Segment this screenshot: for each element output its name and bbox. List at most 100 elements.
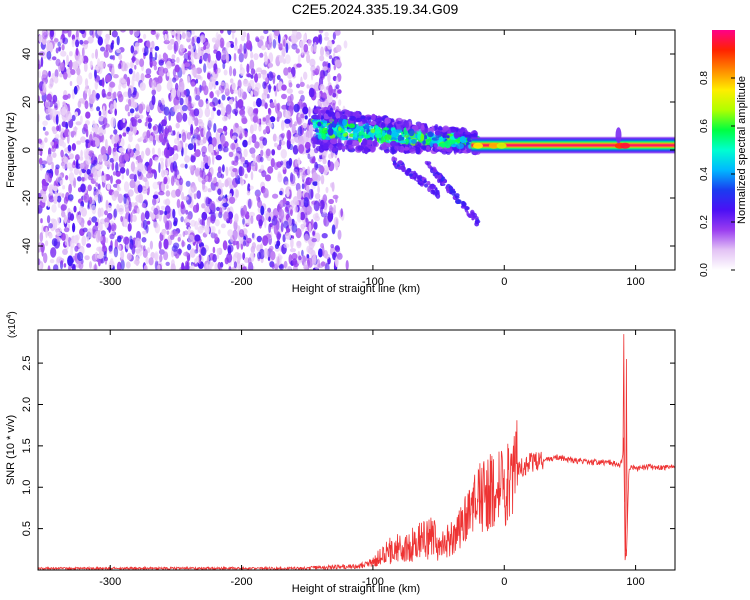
spectrogram-cell [132,209,137,214]
spectrogram-cell [112,151,119,162]
spectrogram-cell [164,210,168,216]
spectrogram-cell [127,189,134,197]
spectrogram-cell [372,140,378,147]
spectrogram-cell [152,197,157,206]
spectrogram-cell [165,148,170,159]
spectrogram-cell [216,253,220,260]
spectrogram-cell [277,256,280,267]
spectrogram-cell [298,144,305,154]
spectrogram-cell [187,143,194,151]
spectrogram-cell [123,181,130,193]
spectrogram-cell [200,247,207,256]
spectrogram-cell [247,183,251,194]
spectrogram-cell [80,149,83,159]
spectrogram-cell [399,145,405,153]
spectrogram-cell [283,38,286,47]
spectrogram-cell [191,58,195,65]
spectrogram-cell [281,47,286,58]
spectrogram-cell [409,149,417,154]
spectrogram-cell [220,134,226,145]
spectrogram-cell [76,67,81,76]
spectrogram-cell [168,111,171,121]
spectrogram-cell [205,175,209,182]
spectrogram-cell [317,121,322,127]
spectrogram-cell [306,53,311,64]
steady-tone-layer [471,144,675,147]
snr-y-tick-label: 1.5 [21,438,33,453]
spectrogram-burst [496,142,507,149]
spectrogram-cell [62,37,69,45]
spectrogram-cell [235,146,242,155]
spectrogram-cell [276,74,281,80]
spectrogram-cell [185,143,188,147]
spectrogram-cell [310,136,317,145]
spectrogram-cell [227,229,234,237]
spectrogram-cell [222,164,225,173]
spectrogram-cell [264,51,267,58]
spectrogram-cell [195,78,199,84]
spectrogram-cell [123,236,130,245]
spectrogram-cell [140,212,145,223]
spectrogram-cell [222,240,228,251]
spectrogram-cell [381,122,386,129]
spectrogram-cell [131,244,136,255]
spectrogram-cell [92,159,98,166]
spectrogram-cell [41,160,48,165]
spectrogram-cell [46,215,51,224]
spectrogram-cell [97,229,101,241]
spectrogram-cell [136,207,140,214]
spectrogram-cell [181,262,185,270]
spectrogram-cell [181,62,185,72]
spectrogram-cell [314,127,319,133]
spectrogram-cell [303,197,309,208]
spectrogram-cell [217,188,222,195]
spectrogram-cell [126,126,130,132]
spectrogram-cell [53,264,59,270]
snr-x-tick-label: -100 [362,576,384,588]
spectrogram-cell [152,181,159,190]
spectrogram-cell [306,84,310,89]
spectrogram-cell [298,255,302,261]
spectrogram-cell [55,164,60,170]
spectrogram-cell [157,123,162,134]
spectrogram-cell [341,146,347,150]
spectrogram-cell [331,224,336,235]
snr-y-tick-label: 2.0 [21,397,33,412]
spectrogram-cell [137,162,144,172]
spectrogram-cell [85,155,92,166]
snr-y-axis-label: SNR (10 * v/v) [5,415,17,485]
spectrogram-cell [239,63,243,71]
spectrogram-cell [230,143,236,150]
spectrogram-cell [307,166,311,176]
spectrogram-cell [451,144,457,148]
spectrogram-cell [176,112,183,123]
spectrogram-cell [89,107,94,112]
spectrogram-cell [251,133,257,144]
spectrogram-cell [83,123,88,132]
spectrogram-cell [79,169,82,176]
spectrogram-cell [211,76,217,82]
spectrogram-y-tick-label: -20 [21,190,33,206]
spectrogram-cell [190,154,194,163]
spectrogram-cell [133,50,138,55]
spectrogram-cell [52,152,57,158]
spectrogram-cell [157,147,161,158]
spectrogram-cell [67,144,72,152]
spectrogram-cell [265,40,268,48]
spectrogram-cell [50,141,55,146]
spectrogram-cell [38,157,43,165]
spectrogram-cell [470,134,475,138]
spectrogram-cell [268,223,271,233]
spectrogram-cell [255,36,260,42]
spectrogram-cell [300,113,305,119]
spectrogram-cell [328,161,335,172]
spectrogram-cell [161,150,165,156]
spectrogram-cell [238,229,245,238]
spectrogram-cell [247,257,252,266]
spectrogram-cell [80,30,85,34]
spectrogram-cell [278,208,285,220]
spectrogram-cell [75,234,80,241]
spectrogram-cell [77,214,82,224]
spectrogram-cell [231,30,236,34]
spectrogram-cell [179,97,184,106]
